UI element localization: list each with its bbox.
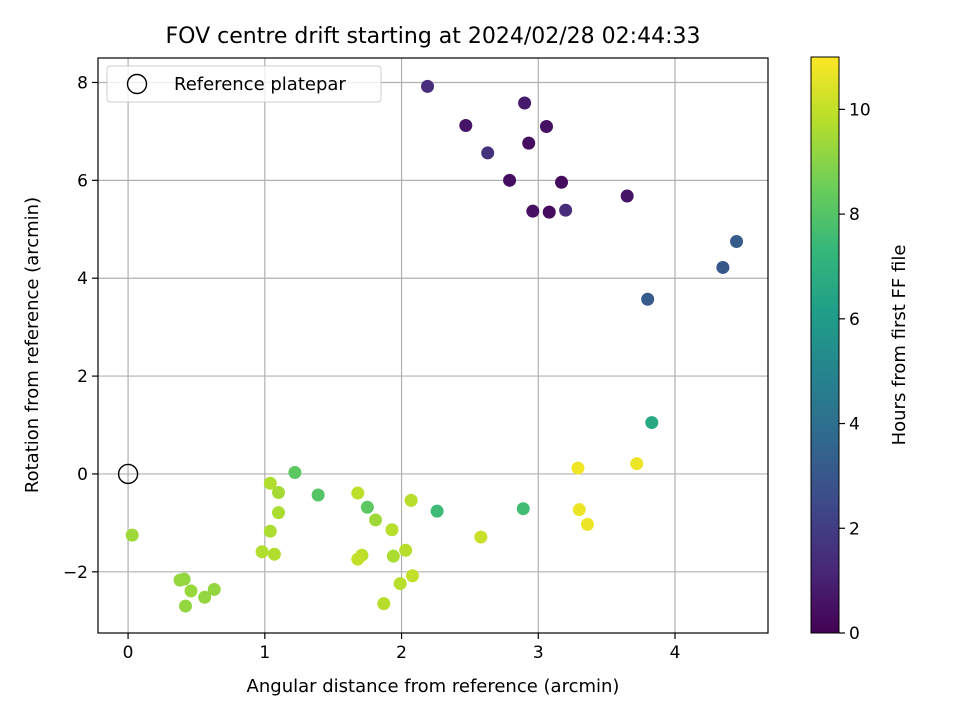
- legend-reference-marker: [126, 73, 148, 95]
- data-point: [179, 599, 193, 613]
- colorbar: [810, 56, 840, 634]
- x-tick-label: 0: [123, 643, 134, 663]
- x-tick-label: 2: [396, 643, 407, 663]
- x-axis-ticks: 0 1 2 3 4: [123, 633, 681, 663]
- data-point: [198, 590, 212, 604]
- y-tick-label: 8: [77, 73, 88, 93]
- legend: Reference platepar: [106, 65, 382, 103]
- colorbar-tick-label: 4: [849, 415, 860, 435]
- data-point: [369, 513, 383, 527]
- plot-area-frame: [97, 57, 769, 634]
- legend-label: Reference platepar: [174, 74, 346, 95]
- y-tick-label: 2: [77, 367, 88, 387]
- data-point: [555, 175, 569, 189]
- legend-box: [106, 65, 382, 103]
- y-tick-label: −2: [63, 563, 88, 583]
- data-point: [620, 189, 634, 203]
- data-point: [559, 203, 573, 217]
- data-point: [184, 584, 198, 598]
- chart-title: FOV centre drift starting at 2024/02/28 …: [166, 24, 701, 49]
- data-point: [351, 552, 365, 566]
- data-point: [474, 530, 488, 544]
- y-tick-label: 4: [77, 269, 88, 289]
- data-point: [255, 545, 269, 559]
- data-point: [393, 577, 407, 591]
- colorbar-tick-label: 8: [849, 205, 860, 225]
- x-axis-label: Angular distance from reference (arcmin): [247, 676, 620, 697]
- data-point: [630, 457, 644, 471]
- colorbar-label: Hours from first FF file: [889, 245, 910, 446]
- data-point: [421, 79, 435, 93]
- data-point: [377, 597, 391, 611]
- data-point: [526, 204, 540, 218]
- y-tick-label: 0: [77, 465, 88, 485]
- data-point: [288, 465, 302, 479]
- data-point: [207, 582, 221, 596]
- data-point: [522, 136, 536, 150]
- data-point: [263, 524, 277, 538]
- colorbar-tick-label: 10: [849, 100, 871, 120]
- data-points: [117, 79, 744, 613]
- data-point: [539, 120, 553, 134]
- x-tick-label: 3: [533, 643, 544, 663]
- y-axis-ticks: −2 0 2 4 6 8: [63, 73, 98, 583]
- data-point: [271, 486, 285, 500]
- colorbar-tick-label: 6: [849, 310, 860, 330]
- data-point: [360, 500, 374, 514]
- data-point: [386, 549, 400, 563]
- colorbar-ticks: 0 2 4 6 8 10: [839, 100, 871, 644]
- grid-lines: [98, 58, 768, 633]
- data-point: [572, 503, 586, 517]
- data-point: [405, 569, 419, 583]
- data-point: [267, 547, 281, 561]
- data-point: [125, 528, 139, 542]
- data-point: [430, 504, 444, 518]
- data-point: [516, 502, 530, 516]
- x-tick-label: 4: [670, 643, 681, 663]
- x-tick-label: 1: [259, 643, 270, 663]
- y-tick-label: 6: [77, 171, 88, 191]
- data-point: [263, 476, 277, 490]
- data-point: [641, 292, 655, 306]
- data-point: [645, 416, 659, 430]
- colorbar-tick-label: 0: [849, 624, 860, 644]
- data-point: [571, 461, 585, 475]
- data-point: [503, 173, 517, 187]
- y-axis-label: Rotation from reference (arcmin): [22, 197, 43, 493]
- data-point: [730, 235, 744, 249]
- data-point: [542, 205, 556, 219]
- data-point: [311, 488, 325, 502]
- data-point: [518, 96, 532, 110]
- data-point: [459, 119, 473, 133]
- data-point: [399, 543, 413, 557]
- data-point: [271, 506, 285, 520]
- data-point: [404, 493, 418, 507]
- reference-point-marker: [117, 463, 139, 485]
- data-point: [385, 523, 399, 537]
- data-point: [177, 572, 191, 586]
- data-point: [716, 260, 730, 274]
- data-point: [351, 486, 365, 500]
- colorbar-tick-label: 2: [849, 519, 860, 539]
- data-point: [581, 517, 595, 531]
- data-point: [481, 146, 495, 160]
